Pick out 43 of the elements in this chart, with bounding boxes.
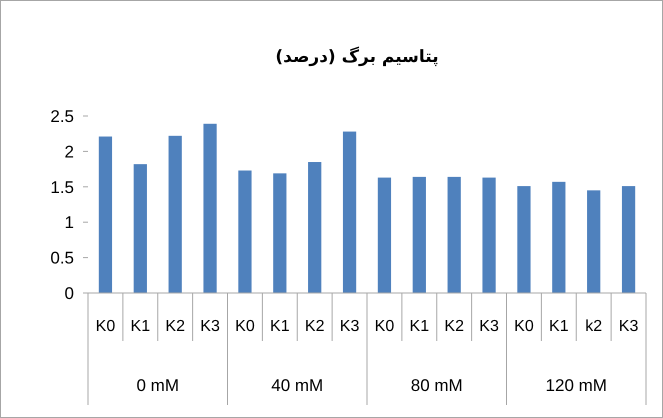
chart-title: پتاسیم برگ (درصد) [275,46,439,67]
bar [587,190,600,293]
bar [203,124,217,293]
bar [622,186,636,293]
x-tick-label: K3 [618,318,638,335]
y-tick-label: 0 [64,284,74,303]
y-tick-label: 1 [64,213,74,232]
bar [273,173,286,293]
bar [412,176,426,293]
x-tick-label: K2 [444,318,464,335]
bar [517,186,531,293]
x-tick-label: K0 [96,318,116,335]
bar [308,162,322,293]
bar [482,178,496,293]
x-tick-label: K3 [340,318,360,335]
x-tick-label: K3 [479,318,499,335]
bar [134,164,147,293]
text: 80 mM [410,376,463,395]
x-tick-label: K2 [165,318,186,335]
x-tick-label: K3 [200,318,220,335]
y-tick-label: 1.5 [50,178,74,197]
bar [168,136,182,293]
bar [238,170,252,293]
text: 40 mM [271,376,324,395]
bar [342,132,356,293]
y-tick-label: 0.5 [50,248,74,268]
x-tick-label: K0 [235,318,255,335]
x-tick-label: K1 [549,318,569,335]
x-tick-label: K0 [374,318,394,335]
bar [378,178,392,293]
text: 0 mM [136,376,179,395]
x-tick-label: K0 [514,318,534,335]
bar [448,176,461,293]
x-tick-label: K1 [410,318,430,335]
y-tick-label: 2.5 [50,107,74,126]
bar [98,136,112,293]
bar [552,182,566,293]
x-tick-label: K2 [304,318,325,335]
x-tick-label: k2 [585,318,602,335]
text: 120 mM [546,376,607,395]
x-tick-label: K1 [270,318,290,335]
y-tick-label: 2 [64,142,74,162]
x-tick-label: K1 [130,318,150,335]
